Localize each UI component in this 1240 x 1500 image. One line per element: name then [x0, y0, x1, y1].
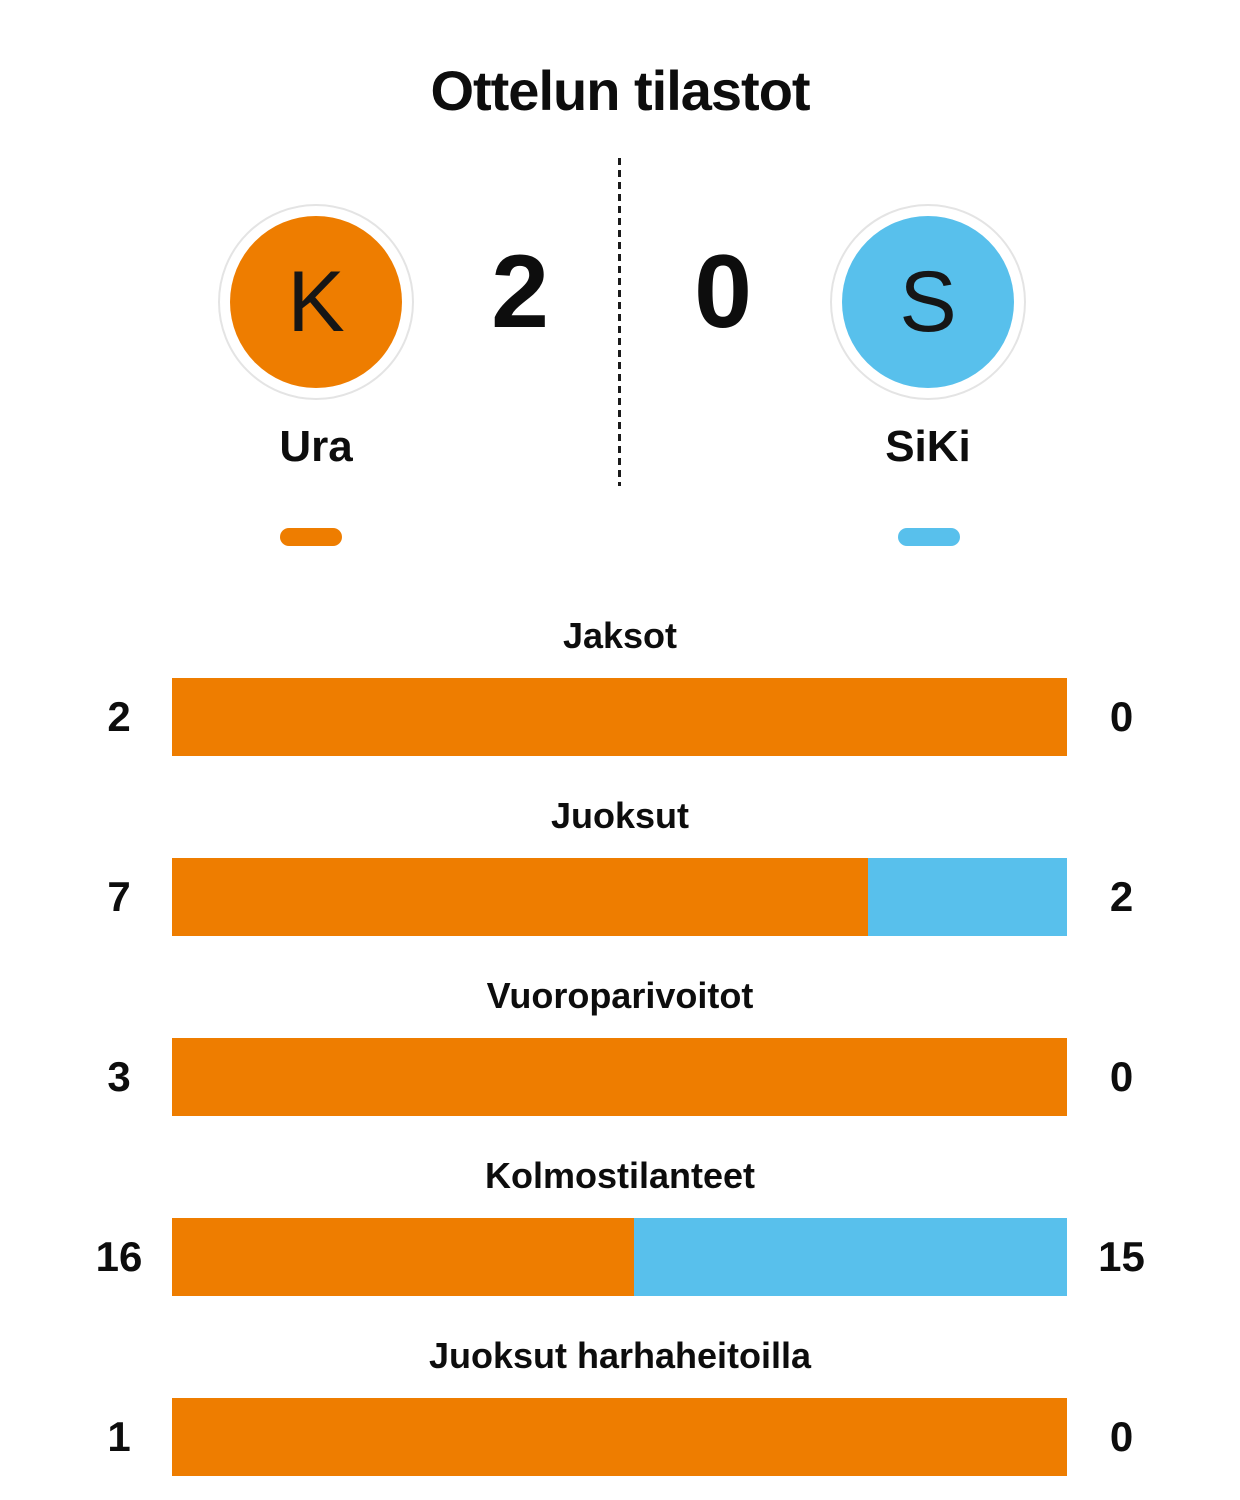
home-legend-pill — [280, 528, 342, 546]
away-stat-value: 15 — [1098, 1233, 1145, 1280]
stat-label: Vuoroparivoitot — [486, 975, 754, 1016]
stat-bar — [172, 858, 1067, 936]
stat-group: Juoksut harhaheitoilla 1 0 — [0, 1332, 1240, 1500]
away-stat-value: 0 — [1109, 1053, 1134, 1100]
stat-label: Juoksut — [550, 795, 690, 836]
stat-group: Kolmostilanteet 16 15 — [0, 1152, 1240, 1332]
home-team-name: Ura — [279, 422, 353, 471]
home-bar-segment — [172, 678, 1067, 756]
away-stat-value: 0 — [1109, 693, 1134, 740]
home-stat-value: 1 — [107, 1413, 131, 1460]
home-stat-value: 7 — [107, 873, 131, 920]
home-team-score: 2 — [491, 234, 549, 350]
home-team-initial: K — [230, 216, 402, 388]
stat-bar — [172, 678, 1067, 756]
center-dotted-divider — [618, 158, 621, 486]
page-title: Ottelun tilastot — [430, 59, 810, 122]
home-team-logo: K — [218, 204, 414, 400]
stat-label: Jaksot — [562, 615, 678, 656]
stat-bar — [172, 1038, 1067, 1116]
away-bar-segment — [633, 1218, 1067, 1296]
stat-label: Juoksut harhaheitoilla — [428, 1335, 812, 1376]
away-team-name: SiKi — [885, 422, 971, 471]
stat-bar — [172, 1398, 1067, 1476]
home-stat-value: 3 — [107, 1053, 131, 1100]
stat-group: Vuoroparivoitot 3 0 — [0, 972, 1240, 1152]
away-stat-value: 2 — [1109, 873, 1134, 920]
stat-label: Kolmostilanteet — [484, 1155, 756, 1196]
away-stat-value: 0 — [1109, 1413, 1134, 1460]
stats-list: Jaksot 2 0 Juoksut 7 2 Vuoroparivoitot 3 0 Kolmos… — [0, 612, 1240, 1500]
away-bar-segment — [868, 858, 1067, 936]
home-bar-segment — [172, 858, 869, 936]
home-stat-value: 16 — [95, 1233, 143, 1280]
stat-group: Juoksut 7 2 — [0, 792, 1240, 972]
home-bar-segment — [172, 1398, 1067, 1476]
home-stat-value: 2 — [107, 693, 131, 740]
away-team-logo: S — [830, 204, 1026, 400]
stat-row: 16 15 — [0, 1218, 1240, 1296]
home-bar-segment — [172, 1038, 1067, 1116]
home-bar-segment — [172, 1218, 634, 1296]
away-team-initial: S — [842, 216, 1014, 388]
away-legend-pill — [898, 528, 960, 546]
stat-bar — [172, 1218, 1067, 1296]
stat-group: Jaksot 2 0 — [0, 612, 1240, 792]
away-team-score: 0 — [694, 234, 752, 350]
